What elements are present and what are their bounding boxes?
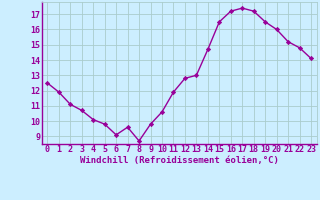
X-axis label: Windchill (Refroidissement éolien,°C): Windchill (Refroidissement éolien,°C) — [80, 156, 279, 165]
